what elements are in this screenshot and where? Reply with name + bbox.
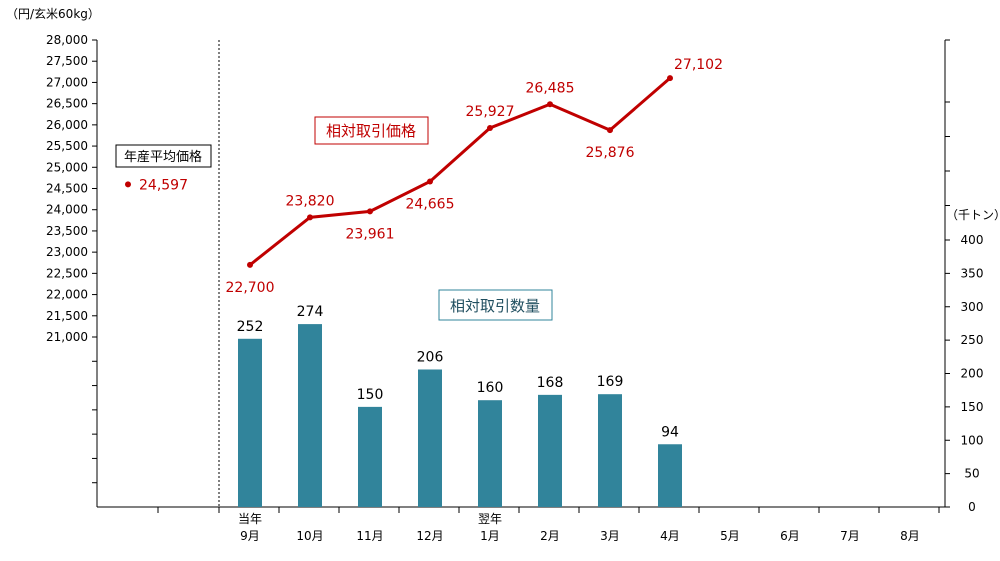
x-category-top-label: 翌年 (478, 512, 502, 526)
right-axis-unit: （千トン） (946, 208, 1000, 222)
right-tick-label: 100 (961, 433, 984, 447)
annotations: 年産平均価格 相対取引価格 相対取引数量 (115, 116, 553, 321)
price-point-label: 25,876 (586, 145, 635, 161)
price-point (667, 75, 673, 82)
axes: 21,000 21,500 22,000 22,500 23,000 23,500 24,0… (6, 6, 1000, 543)
volume-bar (238, 338, 262, 507)
volume-bar-label: 168 (537, 375, 564, 391)
volume-bar-label: 252 (237, 319, 264, 335)
price-point-label: 23,820 (286, 193, 335, 209)
price-line (125, 75, 673, 268)
x-category-label: 4月 (660, 529, 680, 543)
left-axis-unit: （円/玄米60kg） (6, 6, 100, 21)
price-series-line (249, 76, 671, 267)
price-point-label: 22,700 (226, 280, 275, 296)
volume-bars (238, 324, 682, 507)
price-point (487, 124, 493, 131)
x-category-label: 5月 (720, 529, 740, 543)
annual-average-legend-label: 年産平均価格 (124, 149, 202, 165)
price-point-label: 24,665 (406, 196, 455, 212)
volume-bar-label: 160 (477, 380, 504, 396)
x-category-label: 2月 (540, 529, 560, 543)
left-tick-label: 26,000 (46, 118, 88, 132)
right-tick-label: 0 (968, 500, 976, 514)
left-tick-label: 22,500 (46, 266, 88, 280)
volume-bar (478, 400, 502, 507)
volume-bar (358, 406, 382, 507)
price-point (307, 214, 313, 221)
volume-bar (658, 444, 682, 507)
left-tick-label: 24,000 (46, 203, 88, 217)
price-point-label: 27,102 (674, 57, 723, 73)
volume-bar (538, 394, 562, 507)
price-point-label: 25,927 (466, 104, 515, 120)
volume-legend-label: 相対取引数量 (450, 297, 540, 315)
price-legend-box (314, 116, 429, 145)
price-point (247, 261, 253, 268)
left-tick-label: 25,500 (46, 139, 88, 153)
price-point-label: 26,485 (526, 80, 575, 96)
left-tick-label: 24,500 (46, 182, 88, 196)
volume-bar-label: 206 (417, 349, 444, 365)
left-tick-label: 27,500 (46, 54, 88, 68)
right-tick-label: 300 (961, 300, 984, 314)
price-point (427, 178, 433, 185)
annual-average-label: 24,597 (139, 177, 188, 193)
left-tick-label: 27,000 (46, 75, 88, 89)
right-tick-label: 350 (961, 266, 984, 280)
volume-bar (598, 394, 622, 507)
x-category-label: 1月 (480, 529, 500, 543)
right-tick-label: 50 (964, 467, 979, 481)
price-point (367, 208, 373, 215)
x-category-label: 12月 (416, 529, 443, 543)
left-tick-label: 26,500 (46, 97, 88, 111)
x-category-label: 6月 (780, 529, 800, 543)
x-category-label: 3月 (600, 529, 620, 543)
price-point-label: 23,961 (346, 226, 395, 242)
x-category-label: 8月 (900, 529, 920, 543)
x-category-top-label: 当年 (238, 512, 262, 526)
x-category-label: 11月 (356, 529, 383, 543)
left-tick-label: 21,000 (46, 330, 88, 344)
volume-bar (418, 369, 442, 507)
right-tick-label: 200 (961, 367, 984, 381)
price-legend-label: 相対取引価格 (326, 122, 416, 140)
price-point (547, 101, 553, 108)
annual-average-legend-box (115, 144, 212, 168)
data-labels: 252 274 150 206 160 168 169 94 22,700 23,820 23,96… (139, 57, 723, 440)
volume-bar-label: 274 (297, 304, 324, 320)
right-tick-label: 250 (961, 333, 984, 347)
left-tick-label: 23,000 (46, 245, 88, 259)
price-point (607, 127, 613, 134)
volume-bar-label: 150 (357, 387, 384, 403)
right-tick-label: 150 (961, 400, 984, 414)
annual-average-point (125, 181, 131, 188)
volume-legend-box (438, 289, 553, 321)
volume-bar-label: 94 (661, 424, 679, 440)
right-tick-label: 400 (961, 233, 984, 247)
left-tick-label: 21,500 (46, 309, 88, 323)
volume-bar-label: 169 (597, 374, 624, 390)
left-tick-label: 23,500 (46, 224, 88, 238)
x-category-label: 10月 (296, 529, 323, 543)
left-tick-label: 25,000 (46, 160, 88, 174)
left-tick-label: 28,000 (46, 33, 88, 47)
x-category-label: 7月 (840, 529, 860, 543)
volume-bar (298, 324, 322, 507)
x-category-label: 9月 (240, 529, 260, 543)
left-tick-label: 22,000 (46, 288, 88, 302)
